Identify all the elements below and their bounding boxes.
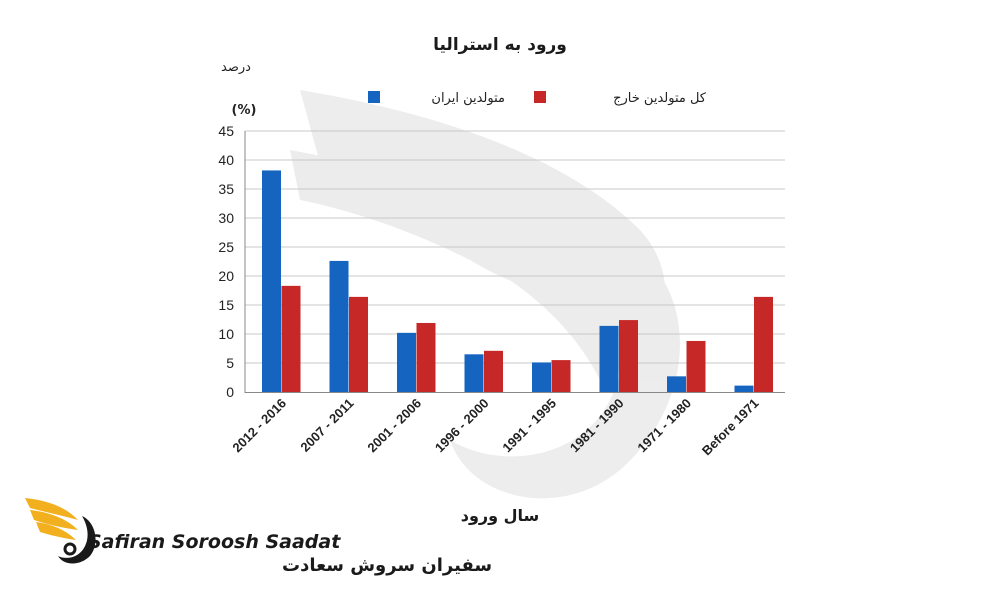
legend-label-foreign: کل متولدین خارج: [613, 91, 707, 106]
bar-iran: [329, 260, 349, 392]
legend-swatch-foreign: [534, 91, 546, 103]
y-tick-label: 40: [218, 152, 234, 168]
legend-swatch-iran: [368, 91, 380, 103]
y-axis-unit: (%): [232, 103, 257, 118]
x-tick-label: Before 1971: [699, 396, 762, 459]
y-tick-label: 0: [226, 384, 234, 400]
legend: متولدین ایران کل متولدین خارج: [368, 91, 707, 106]
x-axis-label: سال ورود: [461, 506, 540, 525]
y-tick-label: 45: [218, 123, 234, 139]
bar-iran: [262, 170, 281, 392]
bar-foreign: [619, 320, 638, 392]
x-axis-ticks: 2012 - 2016 2007 - 2011 2001 - 2006 1996 - …: [229, 396, 761, 459]
y-tick-label: 30: [218, 210, 234, 226]
y-tick-label: 10: [218, 326, 234, 342]
bar-foreign: [754, 296, 773, 392]
chart-title: ورود به استرالیا: [433, 35, 567, 55]
bar-foreign: [281, 285, 301, 392]
brand-wing-icon: [25, 498, 96, 564]
x-tick-label: 2012 - 2016: [229, 396, 289, 456]
bar-foreign: [349, 296, 368, 392]
bar-foreign: [484, 350, 503, 392]
y-tick-label: 20: [218, 268, 234, 284]
y-tick-label: 15: [218, 297, 234, 313]
bar-iran: [599, 325, 619, 392]
bar-iran: [532, 362, 551, 392]
bar-foreign: [551, 360, 571, 392]
bar-iran: [464, 354, 484, 392]
y-tick-label: 5: [226, 355, 234, 371]
bar-iran: [667, 376, 686, 392]
brand-logo: Safiran Soroosh Saadat سفیران سروش سعادت: [25, 498, 492, 576]
y-axis-ticks: 0 5 10 15 20 25 30 35 40 45: [218, 123, 234, 400]
bar-iran: [734, 385, 754, 392]
bar-foreign: [686, 340, 706, 392]
y-tick-label: 25: [218, 239, 234, 255]
legend-label-iran: متولدین ایران: [431, 91, 505, 106]
bars: [262, 170, 773, 392]
x-tick-label: 1991 - 1995: [499, 396, 559, 456]
brand-name-fa: سفیران سروش سعادت: [282, 555, 492, 576]
bar-iran: [397, 332, 416, 392]
x-tick-label: 2007 - 2011: [297, 396, 356, 455]
y-tick-label: 35: [218, 181, 234, 197]
bar-foreign: [416, 322, 436, 392]
brand-name-en: Safiran Soroosh Saadat: [88, 531, 341, 553]
watermark-logo: [290, 90, 680, 499]
y-axis-caption: درصد: [221, 60, 251, 75]
x-tick-label: 2001 - 2006: [364, 396, 424, 456]
